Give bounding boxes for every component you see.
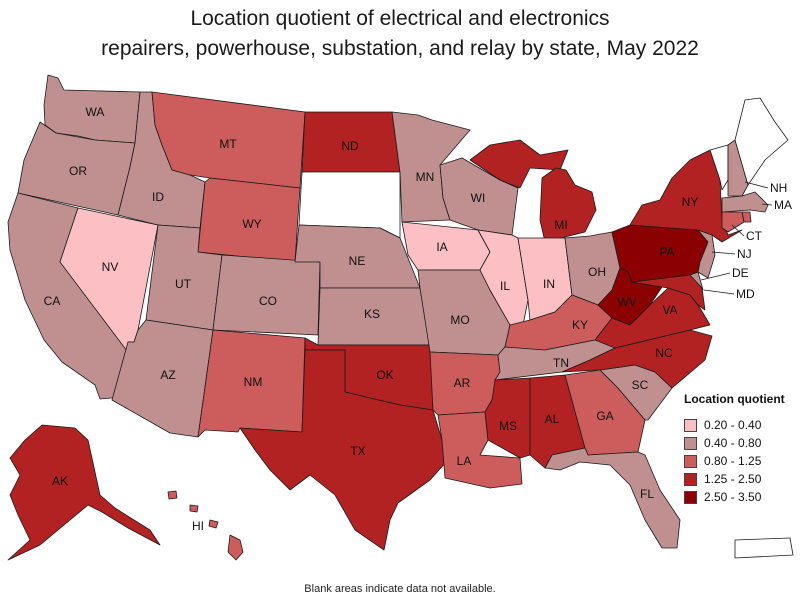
- state-tx[interactable]: [239, 349, 449, 551]
- state-hi-oahu[interactable]: [189, 504, 199, 513]
- leader-ct: [731, 224, 745, 237]
- legend-item: 0.20 - 0.40: [684, 416, 794, 434]
- legend-item: 2.50 - 3.50: [684, 488, 794, 506]
- leader-nh: [744, 181, 769, 189]
- label-sc: SC: [632, 378, 649, 392]
- legend-item: 0.80 - 1.25: [684, 452, 794, 470]
- label-va: VA: [662, 303, 677, 317]
- leader-ma: [761, 203, 773, 206]
- legend-label: 1.25 - 2.50: [704, 472, 762, 486]
- legend-label: 0.40 - 0.80: [704, 436, 762, 450]
- territory-pr[interactable]: [734, 537, 794, 559]
- title-line-2: repairers, powerhouse, substation, and r…: [101, 37, 699, 60]
- label-ky: KY: [572, 318, 588, 332]
- legend: Location quotient 0.20 - 0.40 0.40 - 0.8…: [684, 392, 794, 506]
- label-ne: NE: [349, 254, 366, 268]
- label-ma: MA: [774, 198, 792, 212]
- legend-label: 2.50 - 3.50: [704, 490, 762, 504]
- state-vt[interactable]: [709, 144, 729, 191]
- label-co: CO: [259, 294, 277, 308]
- legend-item: 1.25 - 2.50: [684, 470, 794, 488]
- label-mo: MO: [450, 313, 469, 327]
- legend-swatch: [684, 490, 697, 504]
- label-il: IL: [500, 279, 510, 293]
- label-ak: AK: [52, 474, 68, 488]
- state-ny[interactable]: [629, 149, 743, 243]
- label-fl: FL: [640, 487, 654, 501]
- label-nv: NV: [102, 260, 119, 274]
- state-hi[interactable]: [227, 534, 244, 561]
- label-tx: TX: [350, 444, 365, 458]
- state-hi-maui[interactable]: [208, 519, 219, 529]
- state-ct[interactable]: [721, 211, 745, 233]
- label-mt: MT: [219, 137, 237, 151]
- label-ms: MS: [499, 419, 517, 433]
- label-ks: KS: [364, 307, 380, 321]
- legend-item: 0.40 - 0.80: [684, 434, 794, 452]
- label-nc: NC: [655, 346, 673, 360]
- label-al: AL: [545, 412, 560, 426]
- label-md: MD: [736, 287, 755, 301]
- label-ca: CA: [44, 294, 61, 308]
- legend-swatch: [684, 454, 697, 468]
- state-ak[interactable]: [7, 424, 161, 561]
- label-nm: NM: [244, 375, 263, 389]
- label-az: AZ: [160, 368, 175, 382]
- legend-swatch: [684, 418, 697, 432]
- label-ia: IA: [436, 240, 447, 254]
- label-nh: NH: [770, 181, 787, 195]
- label-ut: UT: [175, 277, 192, 291]
- label-or: OR: [69, 164, 87, 178]
- state-mi-upper[interactable]: [469, 139, 569, 189]
- state-nj[interactable]: [697, 229, 716, 279]
- label-in: IN: [543, 277, 555, 291]
- label-hi: HI: [192, 519, 204, 533]
- leader-nj: [711, 251, 736, 255]
- legend-label: 0.20 - 0.40: [704, 418, 762, 432]
- label-nj: NJ: [737, 247, 752, 261]
- label-la: LA: [457, 454, 472, 468]
- map-title: Location quotient of electrical and elec…: [0, 4, 800, 64]
- state-hi-kauai[interactable]: [167, 490, 178, 500]
- label-oh: OH: [588, 265, 606, 279]
- label-wv: WV: [617, 295, 636, 309]
- label-mn: MN: [416, 170, 435, 184]
- label-wi: WI: [471, 191, 486, 205]
- label-tn: TN: [553, 356, 569, 370]
- footnote: Blank areas indicate data not available.: [304, 583, 496, 595]
- state-mi[interactable]: [539, 167, 597, 243]
- state-fl[interactable]: [544, 447, 681, 549]
- label-wa: WA: [86, 105, 105, 119]
- label-ga: GA: [596, 409, 613, 423]
- label-de: DE: [732, 266, 749, 280]
- label-mi: MI: [554, 218, 567, 232]
- legend-swatch: [684, 436, 697, 450]
- label-wy: WY: [242, 217, 261, 231]
- title-line-1: Location quotient of electrical and elec…: [190, 7, 610, 30]
- legend-label: 0.80 - 1.25: [704, 454, 762, 468]
- label-ok: OK: [376, 368, 393, 382]
- legend-title: Location quotient: [684, 392, 785, 406]
- leader-de: [700, 272, 731, 281]
- label-pa: PA: [659, 245, 674, 259]
- label-ar: AR: [454, 376, 471, 390]
- leader-md: [703, 289, 735, 295]
- label-ny: NY: [682, 195, 699, 209]
- state-me[interactable]: [734, 97, 789, 186]
- label-id: ID: [152, 190, 164, 204]
- label-ct: CT: [746, 229, 763, 243]
- legend-swatch: [684, 472, 697, 486]
- label-nd: ND: [341, 139, 359, 153]
